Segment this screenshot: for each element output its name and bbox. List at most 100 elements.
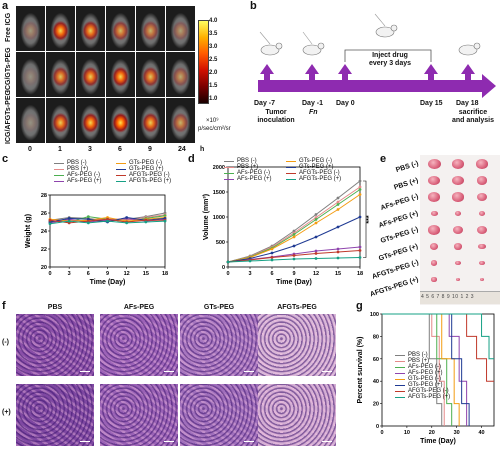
legend-entry: GTs-PEG (+): [116, 166, 174, 172]
legend-entry: AFGTs-PEG (-): [116, 172, 174, 178]
legend-entry: PBS (+): [224, 164, 282, 170]
y-tick-label: 20: [373, 402, 379, 408]
x-axis-label: Time (Day): [420, 438, 456, 445]
colorbar-ticks: 4.0 3.5 3.0 2.5 2.0 1.5 1.0: [209, 18, 239, 108]
data-point: [144, 220, 148, 224]
legend-swatch: [395, 378, 405, 380]
legend-label: PBS (-): [237, 158, 257, 164]
data-point: [336, 250, 340, 254]
event-desc-18: sacrifice and analysis: [451, 109, 495, 124]
mouse-image: [16, 98, 45, 143]
tumor: [476, 225, 488, 235]
mouse-image: [46, 98, 75, 143]
data-point: [292, 233, 296, 236]
event-day-18: Day 18: [456, 100, 479, 107]
y-axis-label: Volume (mm³): [203, 194, 210, 240]
x-tick-label: 15: [143, 271, 149, 277]
y-tick-label: 1500: [213, 190, 225, 196]
significance-label: ***: [366, 215, 373, 223]
legend-entry: AFs-PEG (-): [54, 172, 112, 178]
histology-image: [180, 384, 258, 446]
event-desc-m7: Tumor inoculation: [257, 109, 295, 124]
legend-label: GTs-PEG (-): [129, 160, 162, 166]
colorbar: [198, 20, 209, 104]
data-point: [270, 251, 274, 255]
survival-legend: PBS (-) PBS (+) AFs-PEG (-) AFs-PEG (+) GTs-…: [395, 352, 475, 400]
data-point: [314, 216, 318, 219]
survival-chart: 0 10 20 30 40 0 20 40 60 80 100 Time (Day) Percent s…: [357, 312, 495, 445]
x-tick-label: 30: [454, 430, 460, 436]
data-point: [336, 196, 340, 200]
data-point: [314, 249, 318, 253]
colorbar-tick: 4.0: [209, 18, 218, 24]
histology-image: [100, 314, 178, 376]
tumor: [430, 260, 438, 266]
mouse-image: [166, 52, 195, 97]
data-point: [86, 215, 90, 218]
legend-label: PBS (+): [237, 164, 259, 170]
x-tick-label: 20: [429, 430, 435, 436]
legend-entry: AFGTs-PEG (+): [286, 176, 344, 182]
y-tick-label: 20: [41, 265, 47, 271]
tumor-row-label: PBS (-): [394, 160, 420, 175]
series-line: [227, 186, 361, 263]
scale-bar: [244, 440, 254, 442]
x-tick-label: 18: [162, 271, 168, 277]
tumor: [455, 277, 461, 282]
legend-label: GTs-PEG (+): [299, 164, 334, 170]
data-point: [270, 258, 274, 262]
legend-entry: AFs-PEG (+): [395, 370, 475, 376]
series-line: [227, 180, 361, 263]
legend-swatch: [286, 160, 296, 162]
data-point: [48, 222, 52, 226]
volume-legend: PBS (-) GTs-PEG (-) PBS (+) GTs-PEG (+) AFs-…: [224, 158, 344, 182]
mouse-image: [136, 98, 165, 143]
data-point: [358, 193, 362, 196]
data-point: [292, 235, 296, 239]
tumor-row-label: PBS (+): [393, 176, 420, 192]
legend-label: GTs-PEG (+): [129, 166, 164, 172]
legend-swatch: [224, 160, 234, 162]
volume-chart: 0 3 6 9 12 15 18 0 500 1000 1500 2000 Time (Day) Volu…: [203, 165, 373, 286]
legend-entry: AFs-PEG (+): [224, 176, 282, 182]
legend-entry: PBS (-): [395, 352, 475, 358]
data-point: [270, 247, 274, 251]
tumor: [427, 175, 441, 186]
legend-swatch: [286, 166, 296, 168]
x-tick-label: 40: [478, 430, 484, 436]
histology-grid: PBS AFs-PEG GTs-PEG AFGTs-PEG (-) (+): [0, 304, 340, 452]
legend-entry: AFGTs-PEG (+): [395, 394, 475, 400]
event-day-0: Day 0: [336, 100, 355, 107]
legend-swatch: [54, 162, 64, 164]
time-label: 1: [58, 146, 62, 153]
histology-col-label: GTs-PEG: [203, 304, 235, 311]
tumor: [479, 260, 485, 266]
x-tick-label: 10: [404, 430, 410, 436]
time-label: 6: [118, 146, 122, 153]
weight-legend: PBS (-) GTs-PEG (-) PBS (+) GTs-PEG (+) AFs-…: [54, 160, 174, 184]
legend-label: AFs-PEG (+): [237, 176, 272, 182]
mouse-image: [106, 98, 135, 143]
legend-label: PBS (+): [408, 358, 430, 364]
data-point: [48, 218, 52, 222]
legend-entry: GTs-PEG (+): [286, 164, 344, 170]
tumor-row-label: AFs-PEG (-): [379, 193, 420, 212]
legend-entry: PBS (-): [54, 160, 112, 166]
data-point: [292, 244, 296, 248]
y-tick-label: 28: [41, 193, 47, 199]
legend-entry: PBS (+): [395, 358, 475, 364]
event-day-m1: Day -1: [302, 100, 324, 107]
legend-entry: GTs-PEG (-): [116, 160, 174, 166]
legend-swatch: [286, 178, 296, 180]
data-point: [163, 219, 167, 223]
row-label-free-icg: Free ICG: [5, 12, 12, 42]
y-tick-label: 1000: [213, 215, 225, 221]
legend-entry: GTs-PEG (-): [286, 158, 344, 164]
data-point: [314, 218, 318, 221]
histology-row-label: (-): [2, 339, 9, 346]
histology-col-label: PBS: [47, 304, 63, 311]
legend-label: AFs-PEG (-): [408, 364, 441, 370]
legend-label: AFGTs-PEG (+): [299, 176, 342, 182]
mouse-image-grid: [16, 6, 195, 144]
tumor: [429, 243, 439, 250]
